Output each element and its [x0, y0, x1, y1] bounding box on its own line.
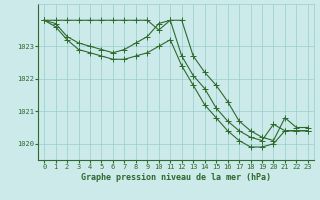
X-axis label: Graphe pression niveau de la mer (hPa): Graphe pression niveau de la mer (hPa) [81, 173, 271, 182]
